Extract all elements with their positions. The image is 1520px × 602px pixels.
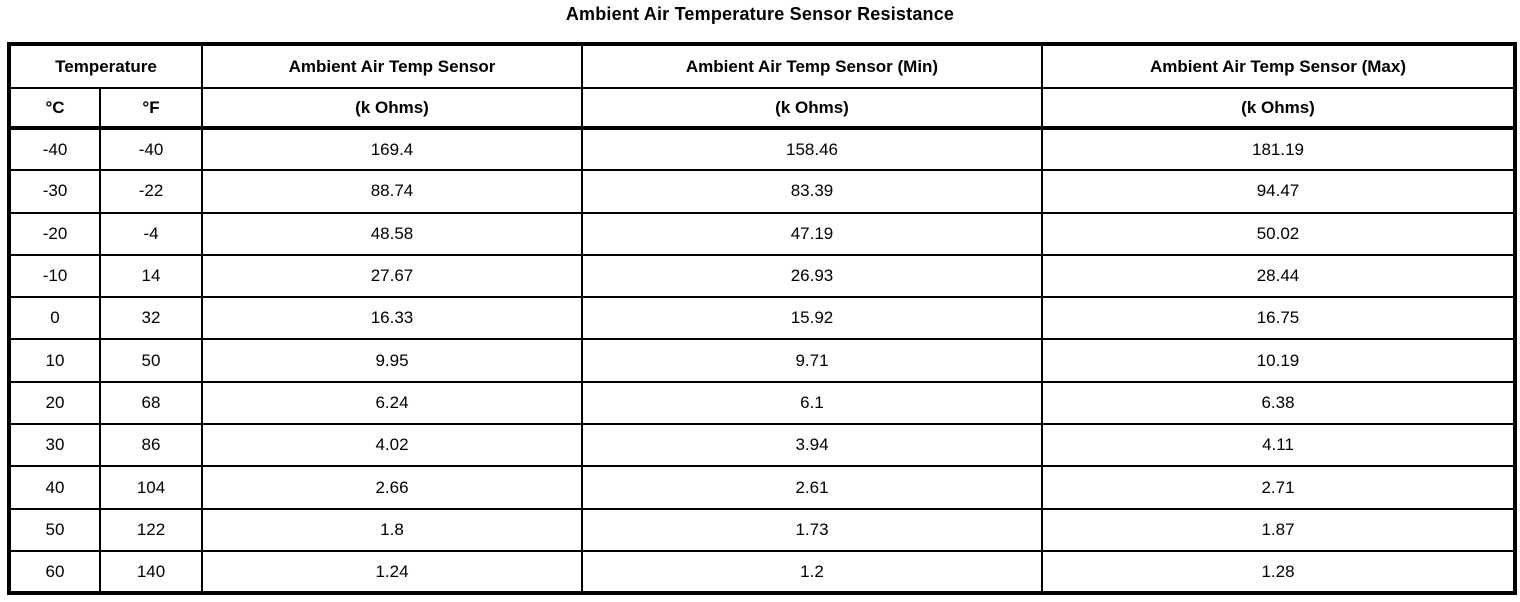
header-group-row: Temperature Ambient Air Temp Sensor Ambi…: [8, 43, 1516, 89]
table-cell: 6.38: [1041, 380, 1516, 426]
table-cell: 181.19: [1041, 126, 1516, 172]
table-cell: 0: [8, 296, 101, 341]
table-cell: 50: [8, 507, 101, 552]
table-cell: 158.46: [581, 126, 1043, 172]
table-row: 60 140 1.24 1.2 1.28: [8, 549, 1516, 595]
table-row: -30 -22 88.74 83.39 94.47: [8, 169, 1516, 214]
table-cell: 2.71: [1041, 465, 1516, 510]
table-cell: 4.02: [201, 423, 583, 468]
table-cell: 32: [99, 296, 203, 341]
table-cell: 2.61: [581, 465, 1043, 510]
table-header: Temperature Ambient Air Temp Sensor Ambi…: [8, 43, 1516, 130]
table-row: 50 122 1.8 1.73 1.87: [8, 507, 1516, 552]
table-cell: 27.67: [201, 253, 583, 299]
table-cell: 50.02: [1041, 211, 1516, 256]
table-cell: 104: [99, 465, 203, 510]
table-cell: 1.73: [581, 507, 1043, 552]
table-cell: 10.19: [1041, 338, 1516, 383]
table-row: 10 50 9.95 9.71 10.19: [8, 338, 1516, 383]
header-unit-kohms-min: (k Ohms): [581, 87, 1043, 130]
header-sensor-min: Ambient Air Temp Sensor (Min): [581, 43, 1043, 89]
table-cell: 1.2: [581, 549, 1043, 595]
table-cell: 50: [99, 338, 203, 383]
table-row: -20 -4 48.58 47.19 50.02: [8, 211, 1516, 256]
table-cell: 3.94: [581, 423, 1043, 468]
table-cell: 60: [8, 549, 101, 595]
table-cell: 20: [8, 380, 101, 426]
table-row: -10 14 27.67 26.93 28.44: [8, 253, 1516, 299]
header-sensor-max: Ambient Air Temp Sensor (Max): [1041, 43, 1516, 89]
table-cell: 68: [99, 380, 203, 426]
table-cell: 140: [99, 549, 203, 595]
table-cell: -22: [99, 169, 203, 214]
table-cell: 16.75: [1041, 296, 1516, 341]
table-row: 30 86 4.02 3.94 4.11: [8, 423, 1516, 468]
table-cell: 48.58: [201, 211, 583, 256]
table-cell: 83.39: [581, 169, 1043, 214]
header-unit-kohms-sensor: (k Ohms): [201, 87, 583, 130]
table-cell: -40: [99, 126, 203, 172]
table-cell: 1.8: [201, 507, 583, 552]
header-fahrenheit: °F: [99, 87, 203, 130]
page-title: Ambient Air Temperature Sensor Resistanc…: [565, 4, 955, 24]
table-cell: 6.24: [201, 380, 583, 426]
table-cell: 9.71: [581, 338, 1043, 383]
table-cell: -4: [99, 211, 203, 256]
table-row: 40 104 2.66 2.61 2.71: [8, 465, 1516, 510]
table-cell: 1.28: [1041, 549, 1516, 595]
table-cell: 1.87: [1041, 507, 1516, 552]
table-row: 0 32 16.33 15.92 16.75: [8, 296, 1516, 341]
table-cell: 88.74: [201, 169, 583, 214]
header-units-row: °C °F (k Ohms) (k Ohms) (k Ohms): [8, 87, 1516, 130]
table-row: 20 68 6.24 6.1 6.38: [8, 380, 1516, 426]
table-body: -40 -40 169.4 158.46 181.19 -30 -22 88.74 83.39 9…: [8, 126, 1516, 595]
table-cell: 15.92: [581, 296, 1043, 341]
table-cell: -40: [8, 126, 101, 172]
table-cell: 14: [99, 253, 203, 299]
table-cell: 6.1: [581, 380, 1043, 426]
table-cell: 4.11: [1041, 423, 1516, 468]
table-cell: 169.4: [201, 126, 583, 172]
header-temperature: Temperature: [8, 43, 203, 89]
table-cell: 47.19: [581, 211, 1043, 256]
table-cell: 16.33: [201, 296, 583, 341]
table-cell: 9.95: [201, 338, 583, 383]
header-unit-kohms-max: (k Ohms): [1041, 87, 1516, 130]
table-cell: -30: [8, 169, 101, 214]
table-cell: 26.93: [581, 253, 1043, 299]
table-cell: -20: [8, 211, 101, 256]
table-cell: 122: [99, 507, 203, 552]
table-cell: 40: [8, 465, 101, 510]
table-cell: 10: [8, 338, 101, 383]
header-sensor: Ambient Air Temp Sensor: [201, 43, 583, 89]
table-row: -40 -40 169.4 158.46 181.19: [8, 126, 1516, 172]
table-cell: 2.66: [201, 465, 583, 510]
table-cell: -10: [8, 253, 101, 299]
sensor-resistance-table: Temperature Ambient Air Temp Sensor Ambi…: [7, 42, 1517, 596]
table-cell: 30: [8, 423, 101, 468]
table-cell: 86: [99, 423, 203, 468]
table-cell: 1.24: [201, 549, 583, 595]
table-cell: 28.44: [1041, 253, 1516, 299]
table-cell: 94.47: [1041, 169, 1516, 214]
header-celsius: °C: [8, 87, 101, 130]
